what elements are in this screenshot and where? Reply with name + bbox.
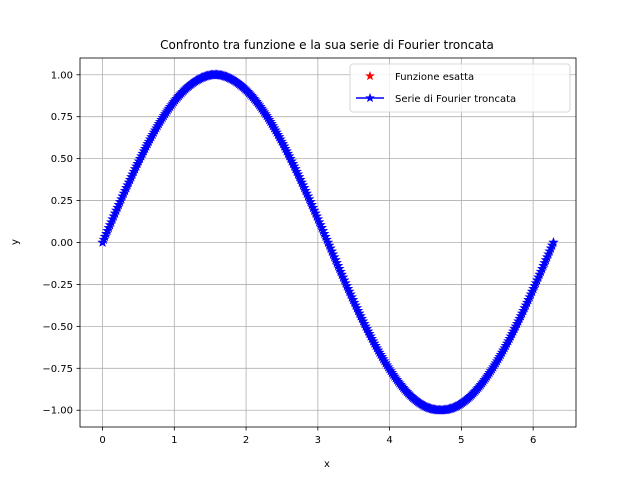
x-axis-title: x: [324, 459, 330, 470]
data-point: [548, 237, 559, 247]
y-tick-label: 0.00: [51, 238, 73, 249]
x-tick-label: 1: [171, 435, 177, 446]
y-tick-label: −1.00: [42, 406, 73, 417]
legend-marker: [365, 92, 375, 103]
grid: [80, 58, 576, 427]
y-tick-label: −0.25: [42, 280, 73, 291]
axis-ticks: 0 1 2 3 4 5 6 −1.00 −0.75 −0.50 −0.25 0.00 0.25 0.50 0…: [42, 70, 536, 446]
y-axis-title: y: [10, 239, 21, 245]
x-tick-label: 6: [530, 435, 536, 446]
x-tick-label: 3: [315, 435, 321, 446]
legend-label: Funzione esatta: [395, 72, 474, 83]
legend: Funzione esatta Serie di Fourier troncata: [349, 63, 571, 113]
y-tick-label: −0.50: [42, 322, 73, 333]
x-tick-label: 0: [99, 435, 105, 446]
x-tick-label: 4: [386, 435, 392, 446]
legend-box: [349, 63, 571, 113]
plot-series: [97, 69, 559, 415]
y-tick-label: 0.25: [51, 196, 73, 207]
y-tick-label: 0.50: [51, 154, 73, 165]
x-tick-label: 5: [458, 435, 464, 446]
series-serie-fourier: [97, 69, 559, 415]
y-tick-label: 0.75: [51, 112, 73, 123]
y-tick-label: 1.00: [51, 70, 73, 81]
legend-label: Serie di Fourier troncata: [395, 94, 516, 105]
y-tick-label: −0.75: [42, 364, 73, 375]
legend-marker: [365, 70, 375, 81]
chart-title: Confronto tra funzione e la sua serie di…: [160, 38, 494, 52]
x-tick-label: 2: [243, 435, 249, 446]
